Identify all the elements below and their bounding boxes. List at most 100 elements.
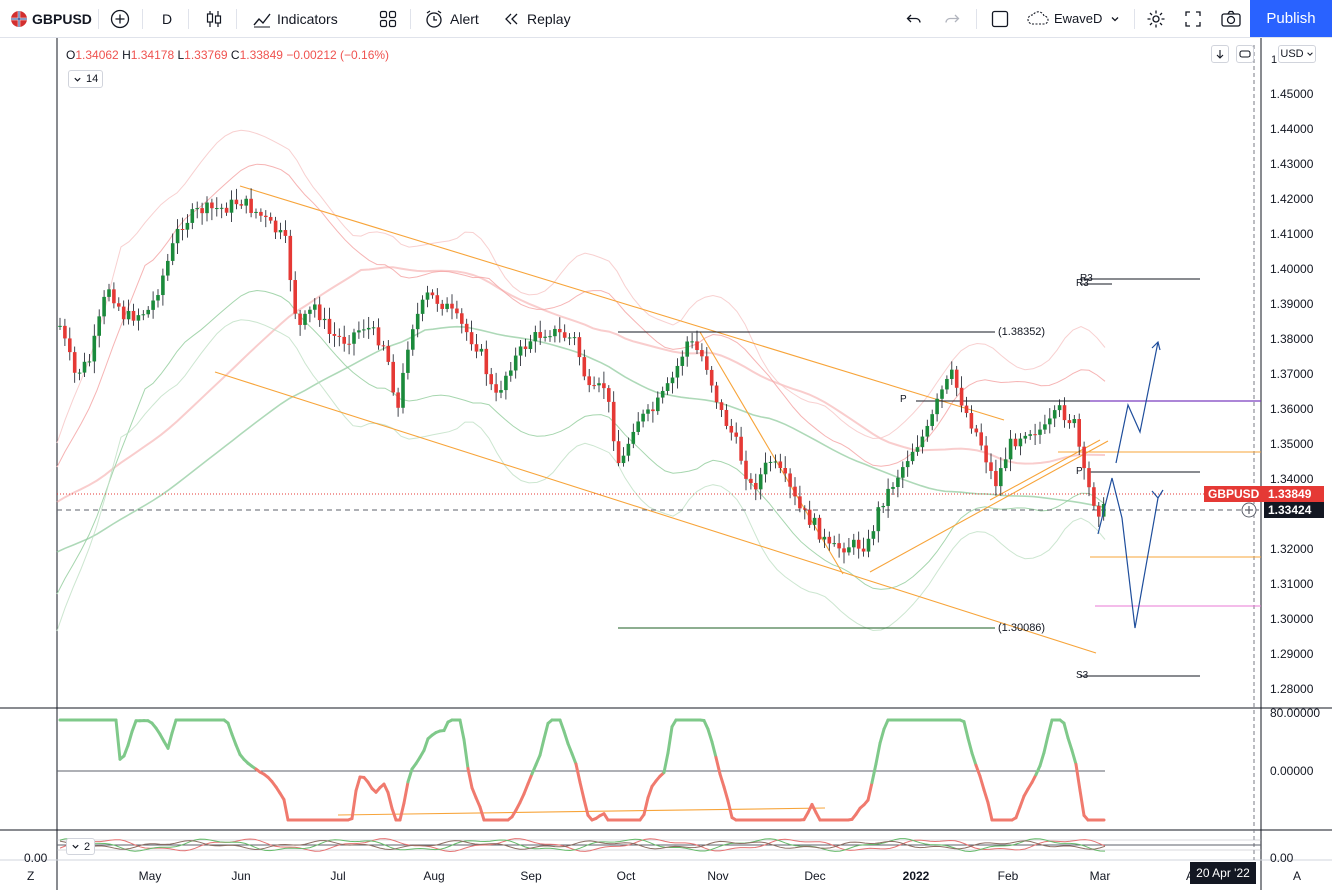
lower-indicator-toggle[interactable]: 2	[66, 838, 96, 855]
oscillator-segment	[710, 740, 718, 760]
candle-body	[445, 303, 449, 309]
time-tick: 2022	[902, 869, 930, 883]
candle-body	[548, 336, 552, 338]
crosshair-date-tag: 20 Apr '22	[1190, 862, 1256, 884]
candle-body	[856, 539, 861, 549]
oscillator-segment	[1046, 718, 1054, 738]
candle-body	[886, 488, 890, 506]
scroll-down-button[interactable]	[1211, 45, 1229, 63]
candle-body	[910, 451, 915, 462]
candle-body	[121, 306, 126, 320]
grid-icon	[379, 10, 397, 27]
candle-body	[244, 198, 248, 206]
top-toolbar: GBPUSD D Indicators Alert Replay EwaveD	[0, 0, 1332, 38]
oscillator-segment	[406, 767, 414, 784]
candle-body	[969, 413, 974, 429]
candle-body	[876, 507, 881, 532]
candle-body	[92, 335, 97, 362]
crosshair-price-tag: 1.33424	[1264, 502, 1324, 518]
candle-body	[185, 222, 190, 230]
last-price-tag: 1.33849	[1264, 486, 1324, 502]
candle-body	[974, 428, 979, 433]
candle-body	[376, 327, 381, 346]
oscillator-segment	[662, 751, 670, 775]
oscillator-segment	[882, 718, 890, 731]
candle-body	[901, 467, 905, 478]
settings-button[interactable]	[1146, 0, 1166, 37]
levels	[57, 278, 1261, 677]
candle-body	[464, 323, 469, 333]
replay-button[interactable]: Replay	[503, 0, 571, 37]
redo-button[interactable]	[943, 0, 961, 37]
candle-body	[381, 345, 386, 347]
maximize-pane-button[interactable]	[1236, 45, 1254, 63]
oscillator-segment	[878, 727, 886, 745]
r3-label-2: R3	[1076, 278, 1089, 289]
candle-body	[396, 392, 400, 408]
candle-body	[861, 548, 866, 552]
candle-body	[871, 531, 876, 539]
oscillator-segment	[442, 720, 450, 733]
layout-button[interactable]	[990, 0, 1010, 37]
oscillator-segment	[458, 718, 466, 742]
candle-body	[1052, 410, 1057, 419]
candle-body	[597, 383, 601, 386]
indicator-toggle[interactable]: 14	[68, 70, 104, 88]
snapshot-button[interactable]	[1220, 0, 1242, 37]
oscillator-segment	[538, 737, 546, 757]
candle-body	[616, 441, 621, 464]
candle-body	[758, 474, 763, 490]
symbol-price-tag: GBPUSD	[1204, 486, 1264, 502]
candle-body	[415, 313, 420, 330]
templates-button[interactable]	[378, 0, 398, 37]
indicators-label: Indicators	[277, 10, 338, 27]
r3-label: R3	[1080, 273, 1093, 284]
chevron-down-icon	[1111, 16, 1119, 21]
time-tick: Oct	[616, 869, 636, 883]
oscillator-segment	[354, 775, 362, 793]
symbol-search-button[interactable]: GBPUSD	[10, 0, 92, 37]
trendlines	[214, 185, 1261, 654]
interval-button[interactable]: D	[162, 0, 172, 37]
currency-select[interactable]: USD	[1278, 45, 1316, 63]
candle-body	[420, 299, 425, 314]
candle-body	[102, 296, 106, 317]
candle-body	[729, 425, 734, 433]
candle-body	[714, 385, 719, 403]
publish-button[interactable]: Publish	[1250, 0, 1332, 37]
candle-body	[832, 543, 836, 545]
fullscreen-button[interactable]	[1184, 0, 1202, 37]
candle-body	[112, 289, 116, 304]
candle-body	[685, 341, 689, 357]
candle-body	[371, 327, 376, 329]
undo-button[interactable]	[905, 0, 923, 37]
candle-body	[308, 309, 312, 314]
oscillator-segment	[230, 732, 238, 747]
layout-name-button[interactable]: EwaveD	[1026, 0, 1120, 37]
chart-type-button[interactable]	[204, 0, 224, 37]
oscillator-segment	[1078, 788, 1086, 817]
chart-canvas[interactable]	[0, 38, 1332, 890]
crosshair-add-icon[interactable]	[1241, 502, 1257, 518]
candle-body	[332, 333, 337, 336]
candle-body	[215, 208, 219, 210]
oscillator-segment	[870, 762, 878, 785]
indicators-button[interactable]: Indicators	[252, 0, 338, 37]
oscillator-segment	[574, 762, 582, 784]
candle-body	[607, 388, 611, 402]
candle-body	[896, 477, 900, 487]
timezone-corner[interactable]: Z	[27, 869, 35, 883]
level-low-label: (1.30086)	[998, 622, 1046, 634]
candle-body	[788, 473, 792, 487]
compare-button[interactable]	[110, 0, 130, 37]
candle-body	[592, 385, 596, 387]
candle-body	[141, 314, 146, 316]
candle-body	[156, 295, 160, 301]
plus-circle-icon	[110, 9, 130, 28]
auto-scale-button[interactable]: A	[1293, 869, 1302, 883]
candle-body	[362, 329, 366, 331]
candle-body	[1087, 468, 1091, 488]
oscillator-segment	[422, 737, 430, 752]
alert-button[interactable]: Alert	[424, 0, 479, 37]
candle-body	[582, 357, 587, 377]
